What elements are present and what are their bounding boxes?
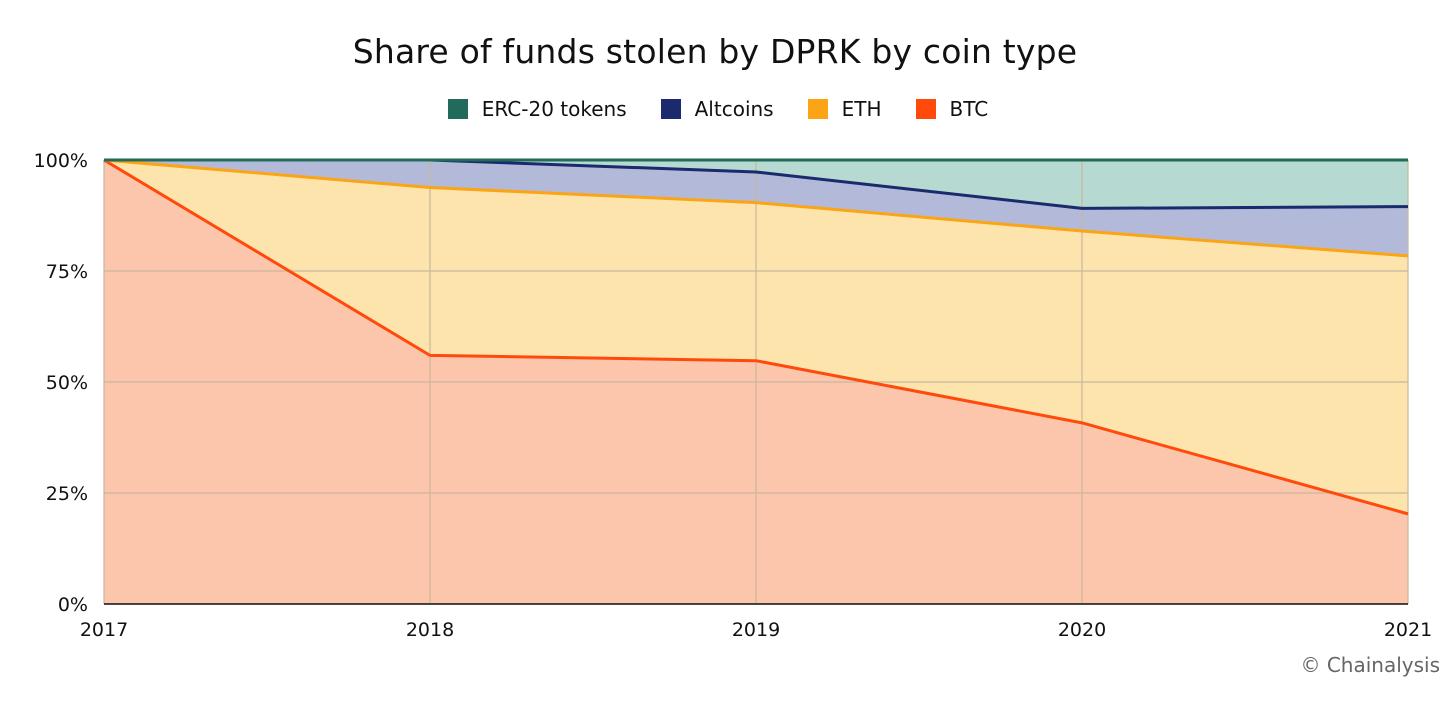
x-tick-label-2019: 2019 [732,619,780,641]
y-tick-label-4: 100% [34,150,88,172]
y-tick-label-3: 75% [46,261,88,283]
x-tick-label-2018: 2018 [406,619,454,641]
legend-label-eth: ETH [841,97,882,121]
series-line-eth [103,158,1409,258]
legend-swatch-eth [807,99,828,119]
legend-item-btc: BTC [915,97,989,121]
legend-swatch-erc20 [447,99,468,119]
legend-label-altcoins: Altcoins [694,97,774,121]
legend: ERC-20 tokens Altcoins ETH BTC [0,97,1436,121]
legend-label-btc: BTC [949,97,989,121]
chainalysis-credit: © Chainalysis [1300,653,1440,677]
legend-item-erc20: ERC-20 tokens [447,97,627,121]
legend-swatch-btc [915,99,936,119]
y-tick-label-1: 25% [46,483,88,505]
chart-title: Share of funds stolen by DPRK by coin ty… [352,32,1078,71]
y-tick-label-0: 0% [58,594,88,616]
series-line-btc [103,158,1409,516]
x-tick-label-2020: 2020 [1058,619,1106,641]
legend-label-erc20: ERC-20 tokens [481,97,627,121]
y-tick-label-2: 50% [46,372,88,394]
x-tick-label-2021: 2021 [1384,619,1432,641]
legend-item-altcoins: Altcoins [660,97,774,121]
legend-item-eth: ETH [807,97,882,121]
x-tick-label-2017: 2017 [80,619,128,641]
legend-swatch-altcoins [660,99,681,119]
